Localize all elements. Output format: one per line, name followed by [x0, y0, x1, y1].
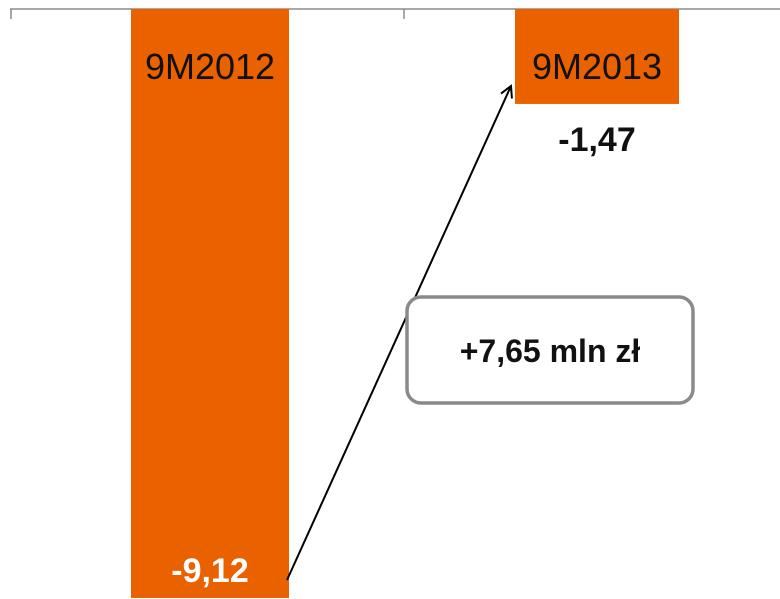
bar-9m2013 — [515, 9, 679, 104]
value-label-9m2013: -1,47 — [558, 121, 636, 159]
change-callout-box — [405, 295, 695, 405]
bar-9m2012 — [131, 9, 289, 598]
category-label-9m2013: 9M2013 — [532, 46, 662, 87]
value-label-9m2012: -9,12 — [171, 552, 249, 590]
change-callout-text: +7,65 mln zł — [460, 333, 641, 369]
category-label-9m2012: 9M2012 — [145, 46, 275, 87]
change-arrow — [286, 86, 511, 581]
